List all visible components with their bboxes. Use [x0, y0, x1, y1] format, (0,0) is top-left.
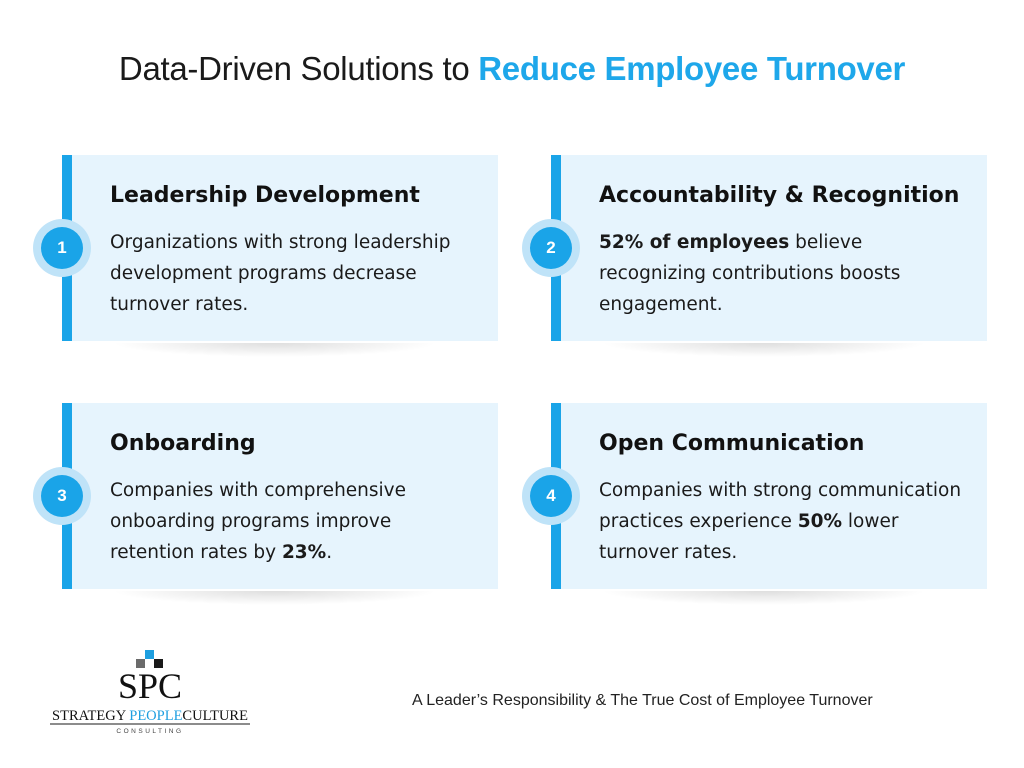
card-body-text: Companies with strong communication prac…: [599, 480, 962, 532]
page-title: Data-Driven Solutions to Reduce Employee…: [0, 50, 1024, 88]
card-onboarding: 3 Onboarding Companies with comprehensiv…: [33, 403, 498, 605]
card-body: Organizations with strong leadership dev…: [110, 227, 480, 320]
card-leadership-development: 1 Leadership Development Organizations w…: [33, 155, 498, 357]
logo-square-blue: [145, 650, 154, 659]
card-body-highlight: 23%: [281, 542, 327, 563]
card-title: Leadership Development: [110, 183, 420, 208]
number-badge: 3: [33, 467, 91, 525]
card-body-text-end: believe recognizing contributions boosts…: [599, 232, 901, 315]
card-accountability-recognition: 2 Accountability & Recognition 52% of em…: [522, 155, 987, 357]
card-body-text: Companies with comprehensive onboarding …: [110, 480, 407, 563]
card-body: Companies with strong communication prac…: [599, 475, 969, 568]
logo-square-gray: [136, 659, 145, 668]
card-body: 52% of employees believe recognizing con…: [599, 227, 969, 320]
card-body-highlight: 50%: [797, 511, 843, 532]
card-body-highlight: 52% of employees: [599, 232, 790, 253]
badge-number: 4: [530, 475, 572, 517]
card-title: Accountability & Recognition: [599, 183, 960, 208]
card-body-text: Organizations with strong leadership dev…: [110, 232, 451, 315]
card-body-text-end: .: [326, 542, 333, 563]
card-body: Companies with comprehensive onboarding …: [110, 475, 480, 568]
footer-caption: A Leader’s Responsibility & The True Cos…: [412, 692, 873, 709]
card-open-communication: 4 Open Communication Companies with stro…: [522, 403, 987, 605]
logo-tagline: CONSULTING: [116, 728, 183, 735]
logo-name: STRATEGY PEOPLECULTURE: [52, 708, 248, 724]
logo-monogram: SPC: [118, 666, 182, 706]
badge-number: 2: [530, 227, 572, 269]
badge-number: 1: [41, 227, 83, 269]
number-badge: 4: [522, 467, 580, 525]
title-highlight: Reduce Employee Turnover: [478, 50, 906, 87]
number-badge: 1: [33, 219, 91, 277]
card-title: Open Communication: [599, 431, 865, 456]
card-title: Onboarding: [110, 431, 256, 456]
company-logo: SPC STRATEGY PEOPLECULTURE CONSULTING: [50, 650, 250, 735]
card-body-text-end: lower turnover rates.: [599, 511, 899, 563]
number-badge: 2: [522, 219, 580, 277]
badge-number: 3: [41, 475, 83, 517]
logo-square-black: [154, 659, 163, 668]
title-prefix: Data-Driven Solutions to: [118, 50, 479, 87]
